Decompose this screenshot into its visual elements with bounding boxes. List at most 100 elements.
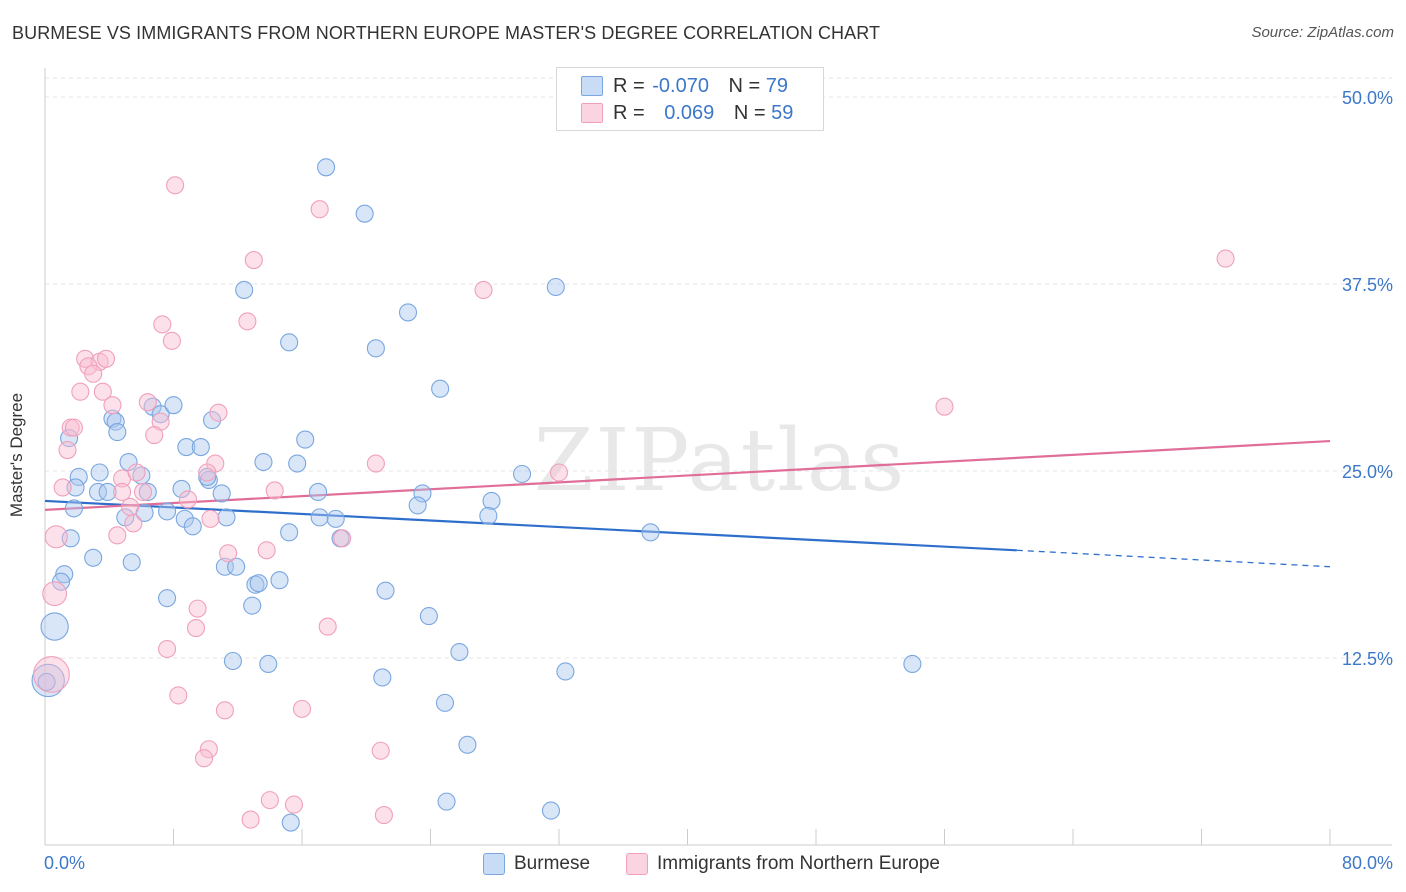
point-northern-europe [238, 312, 257, 331]
point-burmese [249, 574, 268, 593]
axes [44, 68, 1392, 846]
point-burmese [288, 454, 307, 473]
point-northern-europe [186, 619, 206, 638]
point-northern-europe [113, 482, 132, 501]
point-burmese [317, 158, 336, 177]
trend-lines [44, 439, 1331, 568]
point-northern-europe [178, 490, 198, 509]
point-northern-europe [284, 795, 304, 814]
point-burmese [199, 470, 218, 490]
point-burmese [203, 411, 222, 430]
point-northern-europe [93, 382, 112, 401]
bottom-legend-label-northern-europe: Immigrants from Northern Europe [657, 853, 940, 874]
point-burmese [66, 478, 85, 497]
y-axis-title: Master's Degree [7, 392, 26, 518]
point-burmese [479, 506, 498, 525]
point-northern-europe [153, 315, 172, 334]
point-northern-europe [318, 617, 337, 636]
point-northern-europe [371, 741, 390, 760]
point-burmese [246, 575, 265, 594]
point-burmese [158, 589, 177, 608]
point-northern-europe [44, 525, 68, 549]
point-northern-europe [33, 656, 70, 693]
point-burmese [223, 651, 242, 671]
bottom-legend-swatch-northern-europe [626, 853, 648, 875]
legend-r-value: -0.070 [652, 75, 709, 97]
point-northern-europe [199, 740, 218, 759]
legend-n-value: 79 [765, 75, 789, 97]
point-burmese [84, 548, 103, 567]
point-burmese [235, 280, 254, 300]
point-burmese [458, 735, 477, 754]
point-northern-europe [366, 454, 385, 473]
point-burmese [90, 463, 109, 482]
point-northern-europe [209, 403, 228, 422]
y-tick-label: 50.0% [1342, 88, 1393, 108]
source-credit: Source: ZipAtlas.com [1251, 24, 1394, 41]
point-northern-europe [310, 200, 329, 219]
point-northern-europe [188, 599, 207, 618]
point-burmese [138, 482, 157, 501]
point-northern-europe [64, 418, 83, 437]
point-burmese [546, 277, 565, 297]
point-burmese [366, 339, 385, 358]
point-northern-europe [244, 251, 263, 270]
point-burmese [88, 482, 108, 501]
legend-r-label: R = [613, 102, 645, 124]
point-northern-europe [257, 541, 276, 560]
point-northern-europe [84, 364, 103, 383]
y-tick-label: 12.5% [1342, 649, 1393, 669]
point-burmese [158, 502, 177, 521]
point-northern-europe [215, 701, 234, 720]
legend-r-value: 0.069 [664, 102, 715, 124]
bottom-legend-swatch-burmese [483, 853, 505, 875]
x-tick-label-min: 0.0% [44, 853, 85, 873]
point-northern-europe [138, 393, 157, 412]
point-northern-europe [474, 280, 493, 300]
trend-line-northern-europe [44, 439, 1331, 511]
point-burmese [259, 654, 278, 674]
point-burmese [903, 654, 922, 674]
point-northern-europe [103, 396, 122, 415]
point-burmese [450, 642, 469, 662]
legend-n-value: 59 [771, 102, 794, 124]
point-burmese [212, 484, 231, 503]
point-burmese [376, 581, 395, 600]
point-northern-europe [121, 497, 140, 516]
point-burmese [373, 668, 392, 687]
point-burmese [69, 467, 88, 487]
point-northern-europe [133, 482, 153, 501]
point-burmese [183, 517, 202, 536]
point-burmese [281, 813, 300, 832]
point-burmese [310, 508, 329, 527]
point-burmese [198, 467, 217, 487]
y-tick-label: 25.0% [1342, 462, 1393, 482]
tick-labels: 12.5% 25.0% 37.5% 50.0% 0.0% 80.0% [44, 88, 1393, 873]
point-burmese [37, 672, 56, 691]
point-burmese [177, 438, 196, 457]
point-burmese [108, 423, 127, 442]
point-northern-europe [1216, 249, 1235, 268]
point-burmese [191, 438, 210, 457]
x-tick-label-max: 80.0% [1342, 853, 1393, 873]
trend-line-burmese [44, 499, 1017, 552]
point-northern-europe [145, 426, 164, 445]
point-burmese [326, 509, 345, 528]
point-northern-europe [162, 331, 181, 350]
watermark: ZIPatlas [534, 411, 906, 511]
point-burmese [227, 557, 246, 576]
point-burmese [122, 553, 141, 572]
point-burmese [437, 792, 456, 811]
legend-swatch-burmese [581, 76, 603, 96]
grid-lines [45, 77, 1392, 659]
point-burmese [217, 508, 236, 527]
point-burmese [513, 464, 532, 484]
point-burmese [280, 523, 299, 542]
point-northern-europe [292, 699, 312, 718]
point-northern-europe [42, 581, 68, 607]
point-burmese [431, 379, 450, 398]
point-northern-europe [96, 349, 116, 368]
point-burmese [309, 482, 328, 501]
point-northern-europe [333, 529, 352, 548]
point-northern-europe [58, 441, 77, 460]
